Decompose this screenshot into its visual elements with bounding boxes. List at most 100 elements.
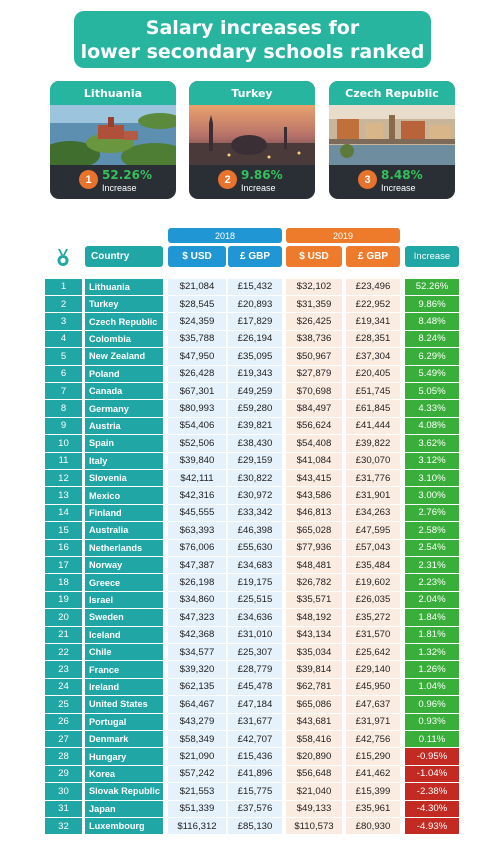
increase-cell: 3.10% — [405, 469, 459, 487]
col-header-increase: Increase — [405, 246, 459, 267]
gbp-2018-cell: £19,175 — [228, 574, 282, 591]
country-cell: Norway — [85, 556, 163, 574]
czech-republic-photo — [329, 105, 455, 165]
rank-cell: 25 — [45, 696, 82, 713]
gbp-2019-cell: £31,776 — [346, 469, 400, 487]
usd-2018-cell: $47,950 — [168, 348, 226, 365]
page-title: Salary increases for lower secondary sch… — [74, 11, 431, 68]
rank-cell: 15 — [45, 522, 82, 539]
usd-2018-cell: $80,993 — [168, 400, 226, 417]
gbp-2018-cell: £38,430 — [228, 435, 282, 452]
table-row: 28 Hungary $21,090 £15,436 $20,890 £15,290 -0.… — [0, 748, 504, 765]
increase-cell: 52.26% — [405, 278, 459, 296]
table-row: 16 Netherlands $76,006 £55,630 $77,936 £57,04… — [0, 539, 504, 557]
table-row: 7 Canada $67,301 £49,259 $70,698 £51,745 5.05% — [0, 382, 504, 400]
country-cell: Japan — [85, 800, 163, 818]
table-row: 8 Germany $80,993 £59,280 $84,497 £61,845 4.33… — [0, 400, 504, 417]
rank-badge: 3 — [358, 170, 377, 189]
usd-2018-cell: $42,316 — [168, 487, 226, 504]
year-2018-header: 2018 — [168, 228, 282, 243]
usd-2018-cell: $35,788 — [168, 330, 226, 348]
increase-cell: 3.62% — [405, 435, 459, 452]
usd-2018-cell: $47,387 — [168, 556, 226, 574]
table-row: 31 Japan $51,339 £37,576 $49,133 £35,961 -4.30… — [0, 800, 504, 818]
gbp-2018-cell: £37,576 — [228, 800, 282, 818]
usd-2019-cell: $35,034 — [286, 643, 342, 661]
gbp-2019-cell: £39,822 — [346, 435, 400, 452]
country-cell: Finland — [85, 504, 163, 522]
rank-cell: 21 — [45, 626, 82, 644]
increase-cell: 0.93% — [405, 713, 459, 731]
table-row: 30 Slovak Republic $21,553 £15,775 $21,040 £1… — [0, 783, 504, 800]
rank-cell: 1 — [45, 278, 82, 296]
increase-cell: 2.58% — [405, 522, 459, 539]
rank-cell: 27 — [45, 730, 82, 748]
gbp-2019-cell: £30,070 — [346, 452, 400, 470]
rank-cell: 28 — [45, 748, 82, 765]
rank-cell: 32 — [45, 817, 82, 835]
increase-cell: 1.32% — [405, 643, 459, 661]
table-row: 32 Luxembourg $116,312 £85,130 $110,573 £80,9… — [0, 817, 504, 835]
gbp-2018-cell: £25,307 — [228, 643, 282, 661]
col-header-gbp-2019: £ GBP — [346, 246, 400, 267]
usd-2018-cell: $116,312 — [168, 817, 226, 835]
table-row: 3 Czech Republic $24,359 £17,829 $26,425 £19,… — [0, 313, 504, 330]
table-row: 21 Iceland $42,368 £31,010 $43,134 £31,570 1.8… — [0, 626, 504, 644]
gbp-2018-cell: £30,822 — [228, 469, 282, 487]
table-row: 12 Slovenia $42,111 £30,822 $43,415 £31,776 3.… — [0, 469, 504, 487]
country-cell: Iceland — [85, 626, 163, 644]
rank-cell: 6 — [45, 365, 82, 383]
rank-badge: 1 — [79, 170, 98, 189]
usd-2018-cell: $63,393 — [168, 522, 226, 539]
country-cell: Austria — [85, 417, 163, 435]
increase-cell: -2.38% — [405, 783, 459, 800]
title-line-2: lower secondary schools ranked — [80, 40, 425, 63]
rank-cell: 18 — [45, 574, 82, 591]
table-row: 23 France $39,320 £28,779 $39,814 £29,140 1.26… — [0, 661, 504, 678]
increase-cell: 2.31% — [405, 556, 459, 574]
table-row: 19 Israel $34,860 £25,515 $35,571 £26,035 2.04… — [0, 591, 504, 609]
gbp-2019-cell: £41,444 — [346, 417, 400, 435]
rank-cell: 11 — [45, 452, 82, 470]
gbp-2019-cell: £15,399 — [346, 783, 400, 800]
table-row: 5 New Zealand $47,950 £35,095 $50,967 £37,304… — [0, 348, 504, 365]
gbp-2018-cell: £26,194 — [228, 330, 282, 348]
rank-cell: 2 — [45, 295, 82, 313]
gbp-2018-cell: £34,636 — [228, 609, 282, 626]
country-cell: Slovenia — [85, 469, 163, 487]
increase-cell: 2.23% — [405, 574, 459, 591]
usd-2019-cell: $32,102 — [286, 278, 342, 296]
col-header-usd-2018: $ USD — [168, 246, 226, 267]
usd-2018-cell: $39,840 — [168, 452, 226, 470]
gbp-2018-cell: £15,775 — [228, 783, 282, 800]
table-row: 29 Korea $57,242 £41,896 $56,648 £41,462 -1.04… — [0, 765, 504, 783]
rank-cell: 19 — [45, 591, 82, 609]
gbp-2019-cell: £26,035 — [346, 591, 400, 609]
usd-2018-cell: $43,279 — [168, 713, 226, 731]
rank-cell: 29 — [45, 765, 82, 783]
usd-2019-cell: $20,890 — [286, 748, 342, 765]
table-row: 18 Greece $26,198 £19,175 $26,782 £19,602 2.23… — [0, 574, 504, 591]
country-cell: Australia — [85, 522, 163, 539]
gbp-2019-cell: £80,930 — [346, 817, 400, 835]
country-cell: Italy — [85, 452, 163, 470]
increase-cell: 6.29% — [405, 348, 459, 365]
turkey-photo — [189, 105, 315, 165]
gbp-2019-cell: £31,570 — [346, 626, 400, 644]
rank-cell: 13 — [45, 487, 82, 504]
usd-2019-cell: $48,192 — [286, 609, 342, 626]
increase-cell: 4.33% — [405, 400, 459, 417]
usd-2019-cell: $77,936 — [286, 539, 342, 557]
country-cell: Poland — [85, 365, 163, 383]
year-2019-header: 2019 — [286, 228, 400, 243]
gbp-2019-cell: £23,496 — [346, 278, 400, 296]
usd-2019-cell: $43,586 — [286, 487, 342, 504]
gbp-2018-cell: £17,829 — [228, 313, 282, 330]
usd-2019-cell: $38,736 — [286, 330, 342, 348]
usd-2019-cell: $26,782 — [286, 574, 342, 591]
country-cell: Mexico — [85, 487, 163, 504]
table-row: 17 Norway $47,387 £34,683 $48,481 £35,484 2.31… — [0, 556, 504, 574]
country-cell: Hungary — [85, 748, 163, 765]
rank-cell: 30 — [45, 783, 82, 800]
rank-cell: 26 — [45, 713, 82, 731]
